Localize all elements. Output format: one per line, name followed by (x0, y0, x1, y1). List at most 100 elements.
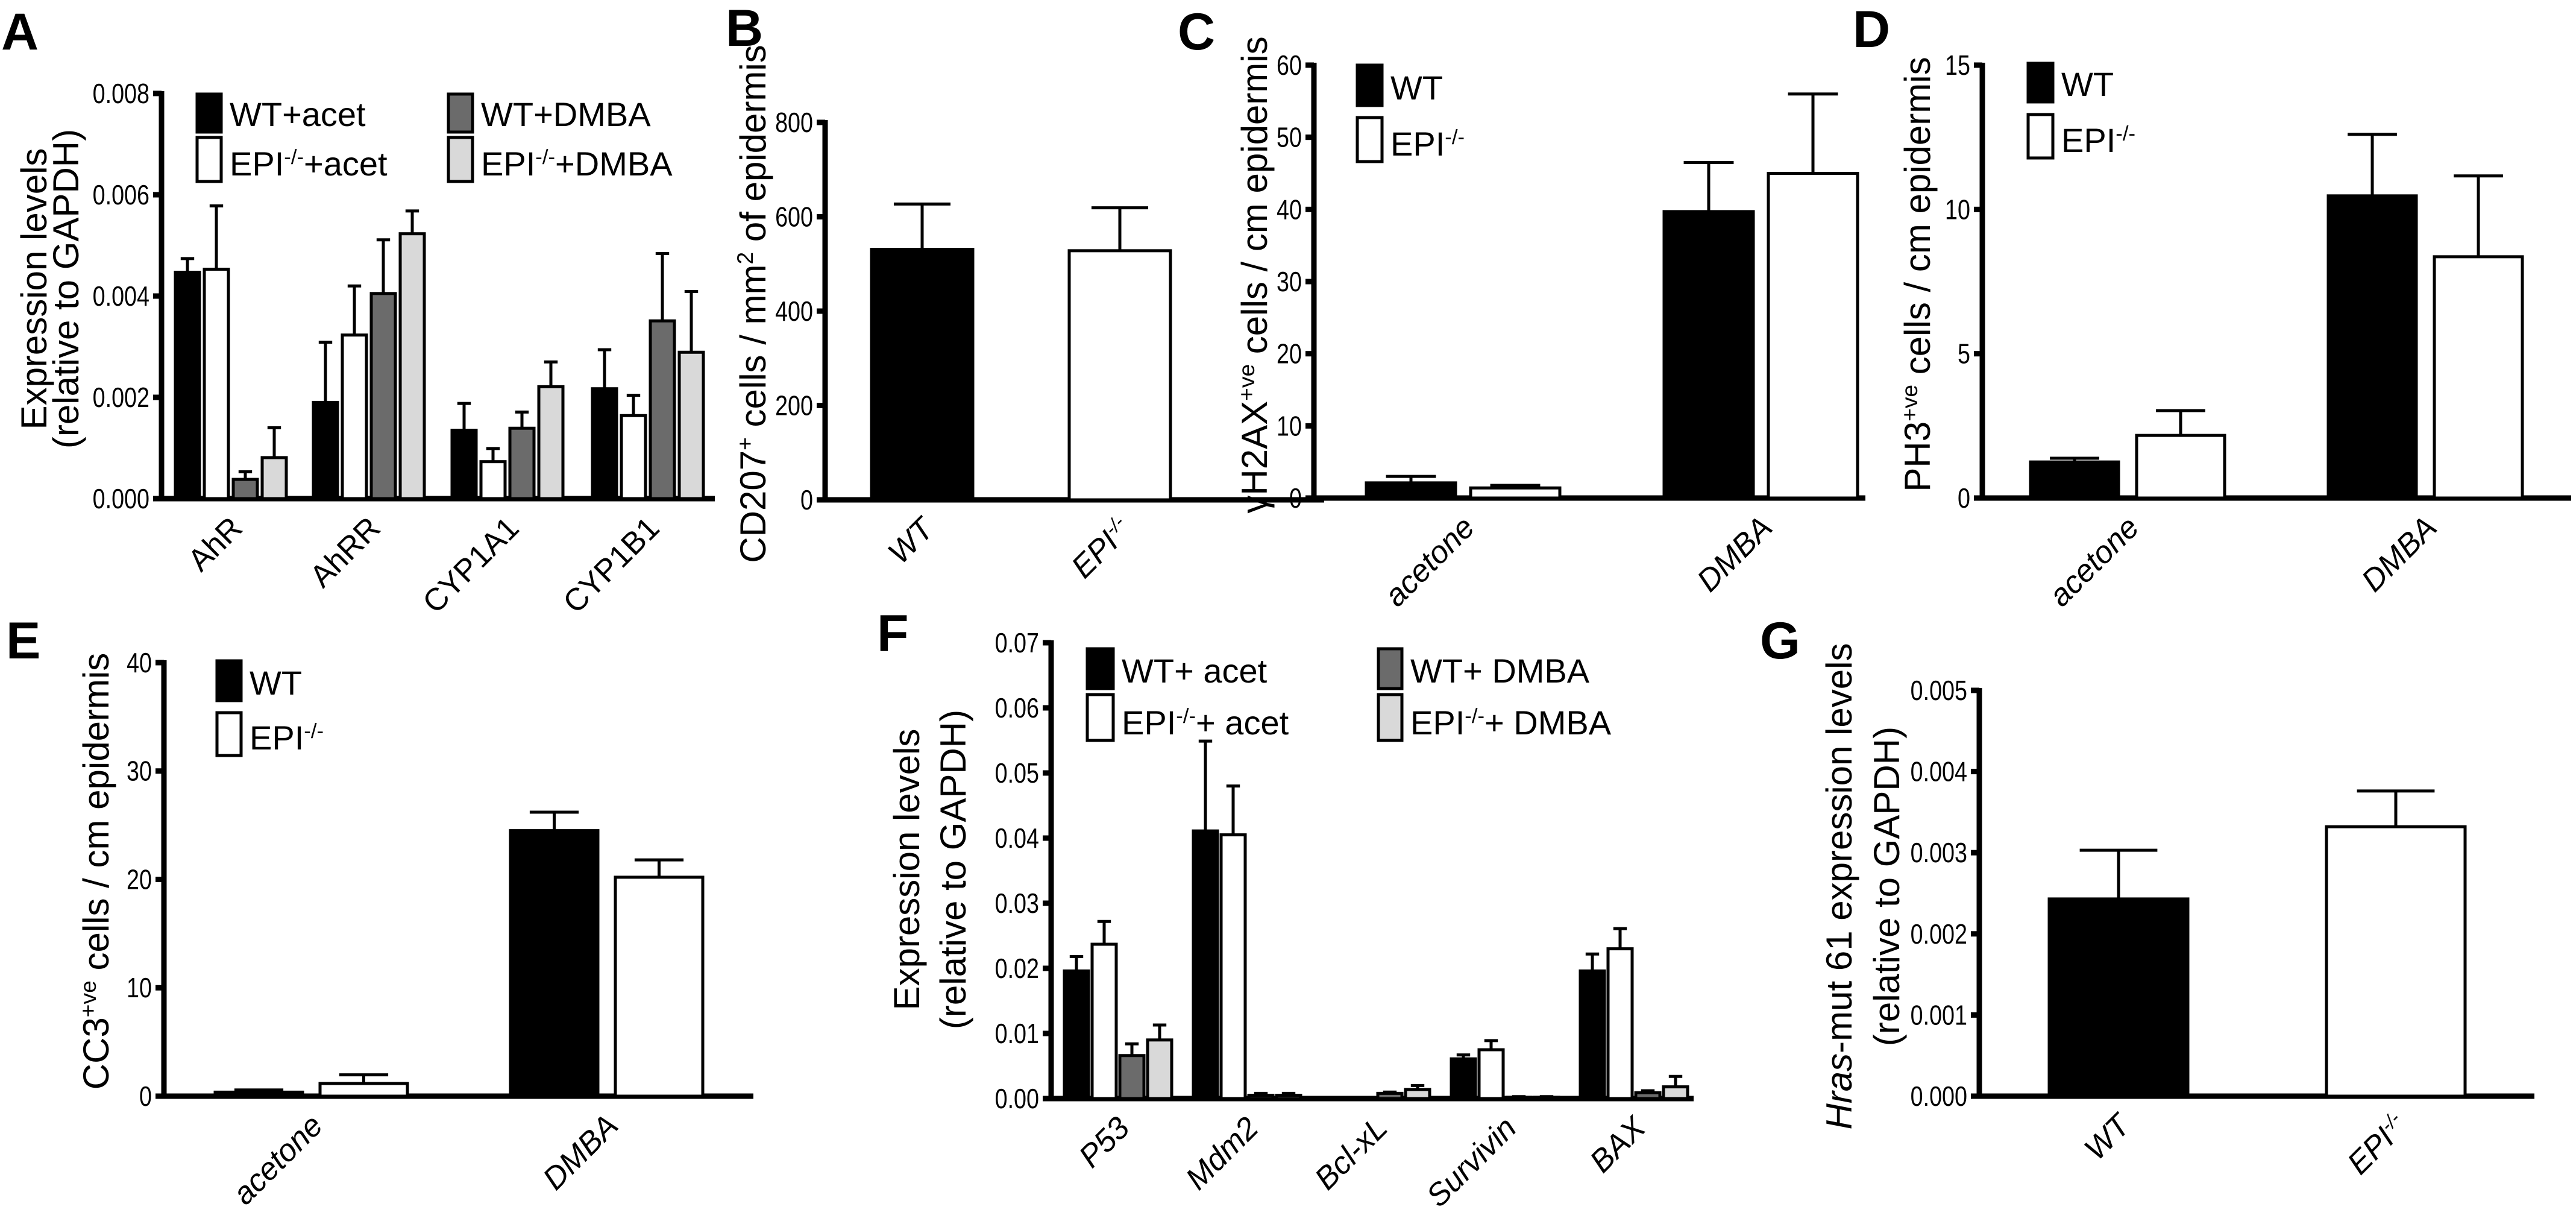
legend-swatch (1356, 63, 1384, 107)
legend-swatch (1356, 116, 1384, 163)
bar-3-0 (591, 387, 618, 500)
y-tick-label: 0 (1289, 482, 1302, 513)
legend-swatch (215, 659, 243, 702)
bar-0-1 (1469, 486, 1562, 500)
legend-swatch (215, 711, 243, 757)
y-tick-label: 0.05 (995, 757, 1039, 788)
bar-0-0 (174, 271, 201, 500)
bar-4-0 (1579, 969, 1606, 1100)
legend-label: WT (2061, 65, 2114, 103)
bar-1-3 (398, 232, 426, 500)
y-axis-label: (relative to GAPDH) (933, 710, 973, 1029)
panel-letter: A (1, 3, 39, 61)
legend-label: WT+ DMBA (1410, 652, 1590, 690)
bar-4-2 (1634, 1091, 1662, 1100)
legend-label: EPI-/-+DMBA (481, 145, 673, 183)
bar-0-3 (260, 456, 288, 500)
legend-swatch (447, 136, 474, 183)
x-tick-label: acetone (2043, 509, 2146, 613)
y-tick-label: 0.004 (1911, 756, 1967, 787)
panel-letter: G (1760, 612, 1800, 670)
x-tick-label: Bcl-xL (1308, 1110, 1394, 1196)
legend-label: EPI-/-+ acet (1122, 704, 1289, 742)
bar-epi (2325, 825, 2467, 1098)
y-tick-label: 0 (800, 484, 813, 515)
y-axis-label: (relative to GAPDH) (46, 129, 86, 449)
y-tick-label: 50 (1277, 122, 1302, 153)
legend-label: WT (250, 664, 302, 702)
legend-swatch (447, 92, 474, 134)
panel-g: G 0.000 0.001 0.002 0.003 0.004 0.005 Hras-mut … (1760, 612, 2534, 1181)
y-tick-label: 0.00 (995, 1083, 1039, 1114)
bar-0-1 (2135, 434, 2226, 500)
x-tick-label: Mdm2 (1179, 1110, 1265, 1196)
y-tick-label: 10 (1277, 411, 1302, 441)
bar-0-0 (1365, 481, 1457, 500)
y-tick-label: 60 (1277, 49, 1302, 80)
bar-2-2 (508, 426, 536, 500)
legend-label: WT+DMBA (481, 95, 651, 133)
y-tick-label: 0.04 (995, 822, 1039, 853)
bar-4-3 (1662, 1085, 1689, 1100)
x-tick-label: EPI-/- (2340, 1108, 2414, 1182)
x-tick-label: DMBA (536, 1108, 625, 1196)
y-axis-label: (relative to GAPDH) (1867, 727, 1907, 1046)
panel-letter: F (877, 605, 909, 663)
legend-label: EPI-/-+ DMBA (1410, 704, 1612, 742)
y-tick-label: 0 (139, 1080, 152, 1111)
y-tick-label: 0.01 (995, 1018, 1039, 1049)
panel-letter: D (1853, 1, 1890, 58)
bar-0-2 (1118, 1054, 1146, 1100)
bar-1-1 (341, 333, 368, 500)
bar-1-2 (369, 292, 397, 500)
bar-3-0 (1450, 1057, 1477, 1100)
y-axis-label: PH3+ve cells / cm epidermis (1897, 57, 1938, 491)
legend-swatch (195, 136, 223, 183)
bar-3-1 (1477, 1048, 1505, 1100)
bar-1-2 (1247, 1094, 1275, 1100)
x-tick-label: CYP1A1 (416, 510, 526, 620)
panel-f: F 0.00 0.01 0.02 0.03 0.04 0.05 0.06 0.07 Express… (877, 605, 1694, 1214)
legend-label: WT+acet (230, 95, 366, 133)
bar-wt (2047, 897, 2190, 1098)
bar-2-3 (537, 385, 565, 500)
panel-letter: C (1178, 3, 1215, 61)
bar-1-0 (1192, 829, 1219, 1100)
y-tick-label: 0.002 (93, 382, 149, 412)
x-tick-label: AhRR (303, 510, 387, 594)
y-tick-label: 800 (775, 107, 813, 137)
y-tick-label: 30 (127, 755, 152, 786)
legend-label: EPI-/- (2061, 121, 2135, 159)
x-tick-label: P53 (1072, 1110, 1136, 1174)
y-tick-label: 0.004 (93, 280, 149, 311)
x-tick-label: AhR (181, 510, 250, 578)
bar-1-1 (1767, 172, 1859, 500)
legend-swatch (2026, 62, 2055, 104)
panel-letter: B (726, 0, 763, 57)
x-tick-label: DMBA (2355, 509, 2443, 598)
bar-1-3 (1275, 1094, 1302, 1100)
legend-label: EPI-/- (250, 719, 324, 757)
y-tick-label: 10 (127, 973, 152, 1003)
y-tick-label: 200 (775, 390, 813, 421)
y-tick-label: 10 (1945, 194, 1970, 225)
legend-swatch (195, 92, 223, 134)
bar-0-0 (1063, 969, 1090, 1100)
bar-wt (870, 247, 975, 502)
y-tick-label: 5 (1958, 338, 1970, 369)
x-tick-label: acetone (1378, 509, 1481, 613)
bar-0-1 (1090, 942, 1118, 1100)
legend-label: WT+ acet (1122, 652, 1268, 690)
y-tick-label: 20 (127, 864, 152, 895)
bar-0-1 (203, 267, 230, 500)
y-tick-label: 40 (127, 647, 152, 678)
panel-a: A 0.000 0.002 0.004 0.006 0.008 Expression lev… (1, 3, 715, 620)
y-tick-label: 0.02 (995, 953, 1039, 983)
bar-1-1 (1219, 833, 1247, 1100)
y-tick-label: 30 (1277, 266, 1302, 297)
panel-letter: E (6, 612, 40, 670)
y-axis-label: Hras-mut 61 expression levels (1819, 643, 1859, 1130)
bar-1-0 (312, 400, 339, 500)
legend-swatch (1085, 693, 1115, 742)
